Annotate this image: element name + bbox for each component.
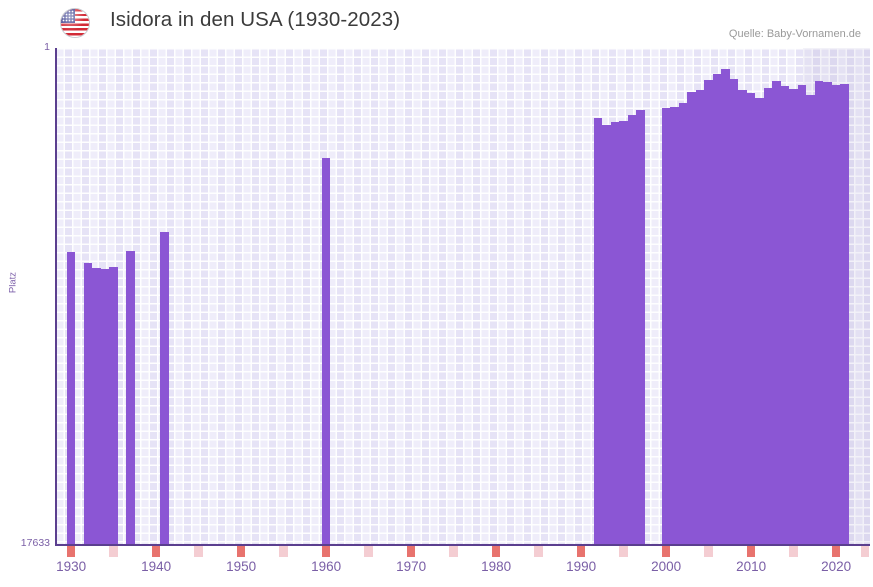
x-tick-marker	[661, 546, 671, 557]
bar-2007[interactable]	[721, 69, 730, 545]
page-title: Isidora in den USA (1930-2023)	[110, 8, 401, 31]
x-tick-marker	[619, 546, 628, 557]
bar-2006[interactable]	[712, 74, 722, 545]
x-axis-line	[55, 544, 870, 546]
x-tick-label-2020: 2020	[821, 559, 852, 574]
flag-gloss	[61, 9, 89, 37]
x-tick-marker	[831, 546, 841, 557]
bar-1937[interactable]	[126, 250, 135, 545]
source-note: Quelle: Baby-Vornamen.de	[728, 28, 861, 40]
us-flag-icon	[60, 8, 90, 38]
x-tick-marker	[194, 546, 203, 557]
bar-1993[interactable]	[602, 125, 611, 545]
bar-2001[interactable]	[670, 106, 679, 545]
x-tick-marker	[704, 546, 713, 557]
x-tick-label-1930: 1930	[56, 559, 87, 574]
bar-2016[interactable]	[797, 85, 807, 545]
x-tick-label-1950: 1950	[226, 559, 257, 574]
bar-2011[interactable]	[755, 97, 764, 545]
x-tick-marker	[321, 546, 331, 557]
x-tick-label-1990: 1990	[566, 559, 597, 574]
bar-2010[interactable]	[746, 92, 756, 545]
bar-1930[interactable]	[66, 251, 76, 545]
x-tick-marker	[746, 546, 756, 557]
bar-2004[interactable]	[695, 90, 705, 545]
y-tick-top: 1	[44, 41, 50, 53]
x-tick-marker	[406, 546, 416, 557]
bar-1996[interactable]	[627, 114, 637, 545]
bar-2017[interactable]	[806, 95, 815, 545]
bar-2014[interactable]	[780, 85, 790, 545]
bar-2015[interactable]	[789, 89, 798, 545]
bar-2000[interactable]	[661, 107, 671, 545]
x-tick-marker	[789, 546, 798, 557]
x-tick-marker	[491, 546, 501, 557]
bar-2020[interactable]	[831, 85, 841, 545]
bar-2018[interactable]	[814, 81, 824, 545]
x-tick-marker	[151, 546, 161, 557]
bar-2008[interactable]	[729, 79, 739, 545]
x-tick-label-1960: 1960	[311, 559, 342, 574]
bar-2002[interactable]	[678, 102, 688, 545]
bar-1934[interactable]	[100, 268, 110, 545]
bar-2009[interactable]	[738, 89, 747, 545]
x-tick-label-1980: 1980	[481, 559, 512, 574]
bar-2019[interactable]	[823, 82, 832, 545]
x-tick-marker	[576, 546, 586, 557]
x-tick-marker	[109, 546, 118, 557]
chart-header: Isidora in den USA (1930-2023) Quelle: B…	[0, 0, 873, 44]
x-tick-marker	[364, 546, 373, 557]
x-tick-markers	[55, 546, 870, 558]
bar-1960[interactable]	[321, 158, 331, 545]
y-axis-line	[55, 48, 57, 545]
x-tick-marker	[279, 546, 288, 557]
bar-2012[interactable]	[763, 87, 773, 545]
x-tick-label-1970: 1970	[396, 559, 427, 574]
bar-2013[interactable]	[772, 80, 781, 545]
x-tick-marker	[236, 546, 246, 557]
bar-1997[interactable]	[636, 110, 645, 545]
bar-1995[interactable]	[619, 121, 628, 545]
bars-layer	[55, 48, 870, 545]
x-tick-marker	[534, 546, 543, 557]
bar-1935[interactable]	[109, 267, 118, 545]
x-tick-marker	[860, 546, 870, 557]
bar-1932[interactable]	[83, 263, 93, 545]
x-tick-label-2000: 2000	[651, 559, 682, 574]
y-axis-title: Platz	[7, 271, 19, 294]
bar-2021[interactable]	[840, 83, 849, 545]
y-tick-bottom: 17633	[20, 537, 50, 549]
x-tick-marker	[449, 546, 458, 557]
x-tick-marker	[66, 546, 76, 557]
bar-2003[interactable]	[687, 91, 696, 545]
bar-2005[interactable]	[704, 79, 713, 545]
bar-1992[interactable]	[593, 117, 603, 545]
x-tick-label-2010: 2010	[736, 559, 767, 574]
bar-1933[interactable]	[92, 267, 101, 545]
bar-1941[interactable]	[160, 231, 169, 545]
x-tick-label-1940: 1940	[141, 559, 172, 574]
bar-1994[interactable]	[610, 122, 620, 545]
